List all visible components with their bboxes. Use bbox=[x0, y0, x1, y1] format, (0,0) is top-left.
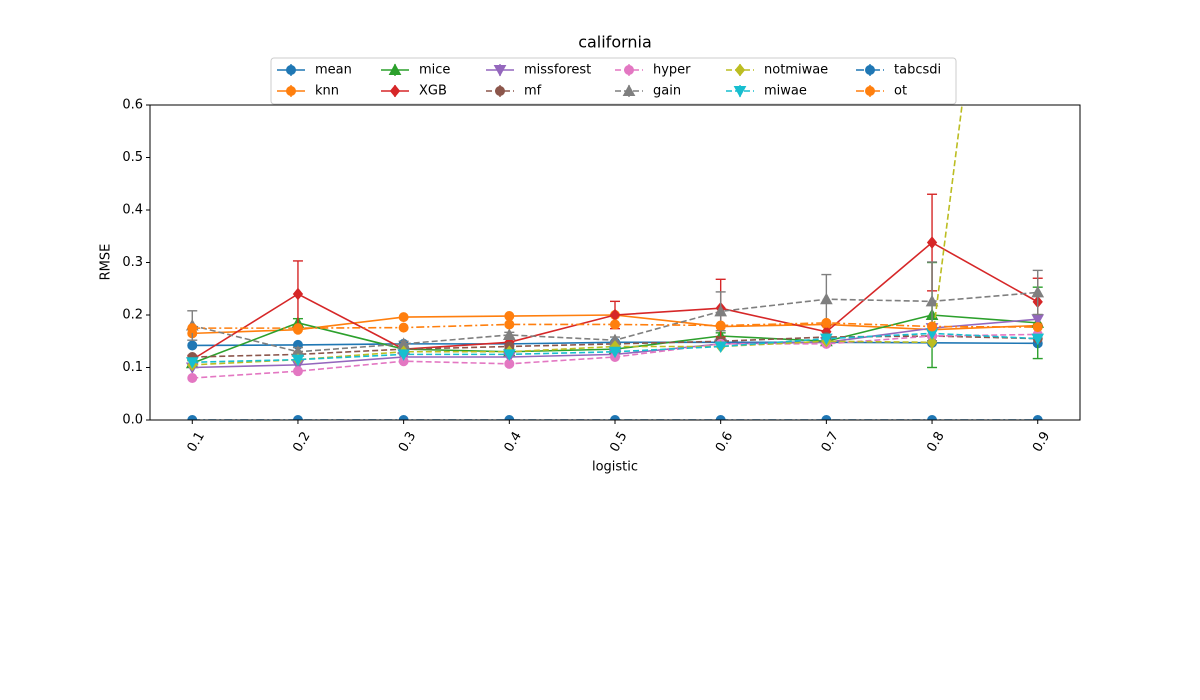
marker bbox=[187, 415, 198, 420]
marker bbox=[286, 65, 296, 75]
marker bbox=[502, 349, 516, 361]
series-line bbox=[192, 332, 1038, 364]
marker bbox=[495, 86, 505, 96]
y-axis-label: RMSE bbox=[99, 244, 114, 281]
marker bbox=[187, 373, 198, 383]
legend-label: mean bbox=[315, 63, 352, 78]
legend-label: ot bbox=[894, 84, 907, 99]
marker bbox=[493, 65, 507, 77]
marker bbox=[398, 415, 409, 420]
marker bbox=[389, 84, 401, 98]
legend-label: notmiwae bbox=[764, 63, 828, 78]
marker bbox=[610, 319, 620, 330]
marker bbox=[398, 322, 409, 333]
marker bbox=[622, 84, 636, 96]
legend-label: miwae bbox=[764, 84, 807, 99]
marker bbox=[291, 354, 305, 367]
marker bbox=[608, 346, 622, 359]
marker bbox=[292, 287, 304, 301]
legend-label: hyper bbox=[653, 63, 691, 78]
x-axis-label: logistic bbox=[592, 460, 638, 475]
marker bbox=[927, 321, 938, 332]
series-line bbox=[192, 335, 1038, 358]
legend: mean knn mice XGB missforest mf hyper gain notmi… bbox=[270, 57, 957, 105]
marker bbox=[185, 357, 199, 369]
marker bbox=[865, 86, 875, 96]
marker bbox=[388, 63, 402, 75]
marker bbox=[714, 304, 728, 317]
marker bbox=[715, 320, 726, 331]
marker bbox=[927, 415, 938, 420]
legend-label: tabcsdi bbox=[894, 63, 941, 78]
y-tick-label: 0.4 bbox=[122, 203, 143, 218]
marker bbox=[504, 415, 515, 420]
y-tick-label: 0.0 bbox=[122, 413, 143, 428]
y-tick-label: 0.6 bbox=[122, 98, 143, 113]
marker bbox=[1031, 333, 1045, 346]
y-tick-label: 0.1 bbox=[122, 360, 143, 375]
marker bbox=[1031, 285, 1045, 298]
y-tick-label: 0.3 bbox=[122, 255, 143, 270]
marker bbox=[734, 63, 746, 77]
marker bbox=[865, 65, 875, 75]
plot-area bbox=[185, 105, 1045, 420]
marker bbox=[1032, 322, 1043, 333]
marker bbox=[504, 311, 515, 322]
legend-label: knn bbox=[315, 84, 339, 99]
marker bbox=[624, 65, 634, 75]
marker bbox=[714, 341, 728, 354]
marker bbox=[715, 415, 726, 420]
marker bbox=[610, 415, 620, 420]
marker bbox=[398, 312, 409, 323]
marker bbox=[292, 415, 303, 420]
legend-label: mice bbox=[419, 63, 450, 78]
chart-title: california bbox=[578, 33, 652, 52]
marker bbox=[820, 292, 833, 305]
marker bbox=[925, 294, 939, 307]
legend-label: gain bbox=[653, 84, 681, 99]
marker bbox=[502, 328, 516, 340]
legend-label: missforest bbox=[524, 63, 591, 78]
y-tick-label: 0.2 bbox=[122, 308, 143, 323]
y-tick-label: 0.5 bbox=[122, 150, 143, 165]
marker bbox=[504, 319, 515, 330]
marker bbox=[292, 323, 303, 334]
marker bbox=[286, 86, 296, 96]
legend-label: XGB bbox=[419, 84, 447, 99]
marker bbox=[926, 336, 938, 349]
legend-label: mf bbox=[524, 84, 542, 99]
marker bbox=[292, 366, 303, 377]
marker bbox=[821, 317, 832, 328]
marker bbox=[1032, 415, 1043, 420]
marker bbox=[926, 236, 938, 249]
legend-box bbox=[270, 57, 957, 105]
marker bbox=[187, 340, 198, 351]
marker bbox=[733, 86, 747, 98]
marker bbox=[187, 323, 198, 334]
marker bbox=[821, 415, 832, 420]
marker bbox=[397, 349, 410, 361]
marker bbox=[820, 333, 833, 346]
